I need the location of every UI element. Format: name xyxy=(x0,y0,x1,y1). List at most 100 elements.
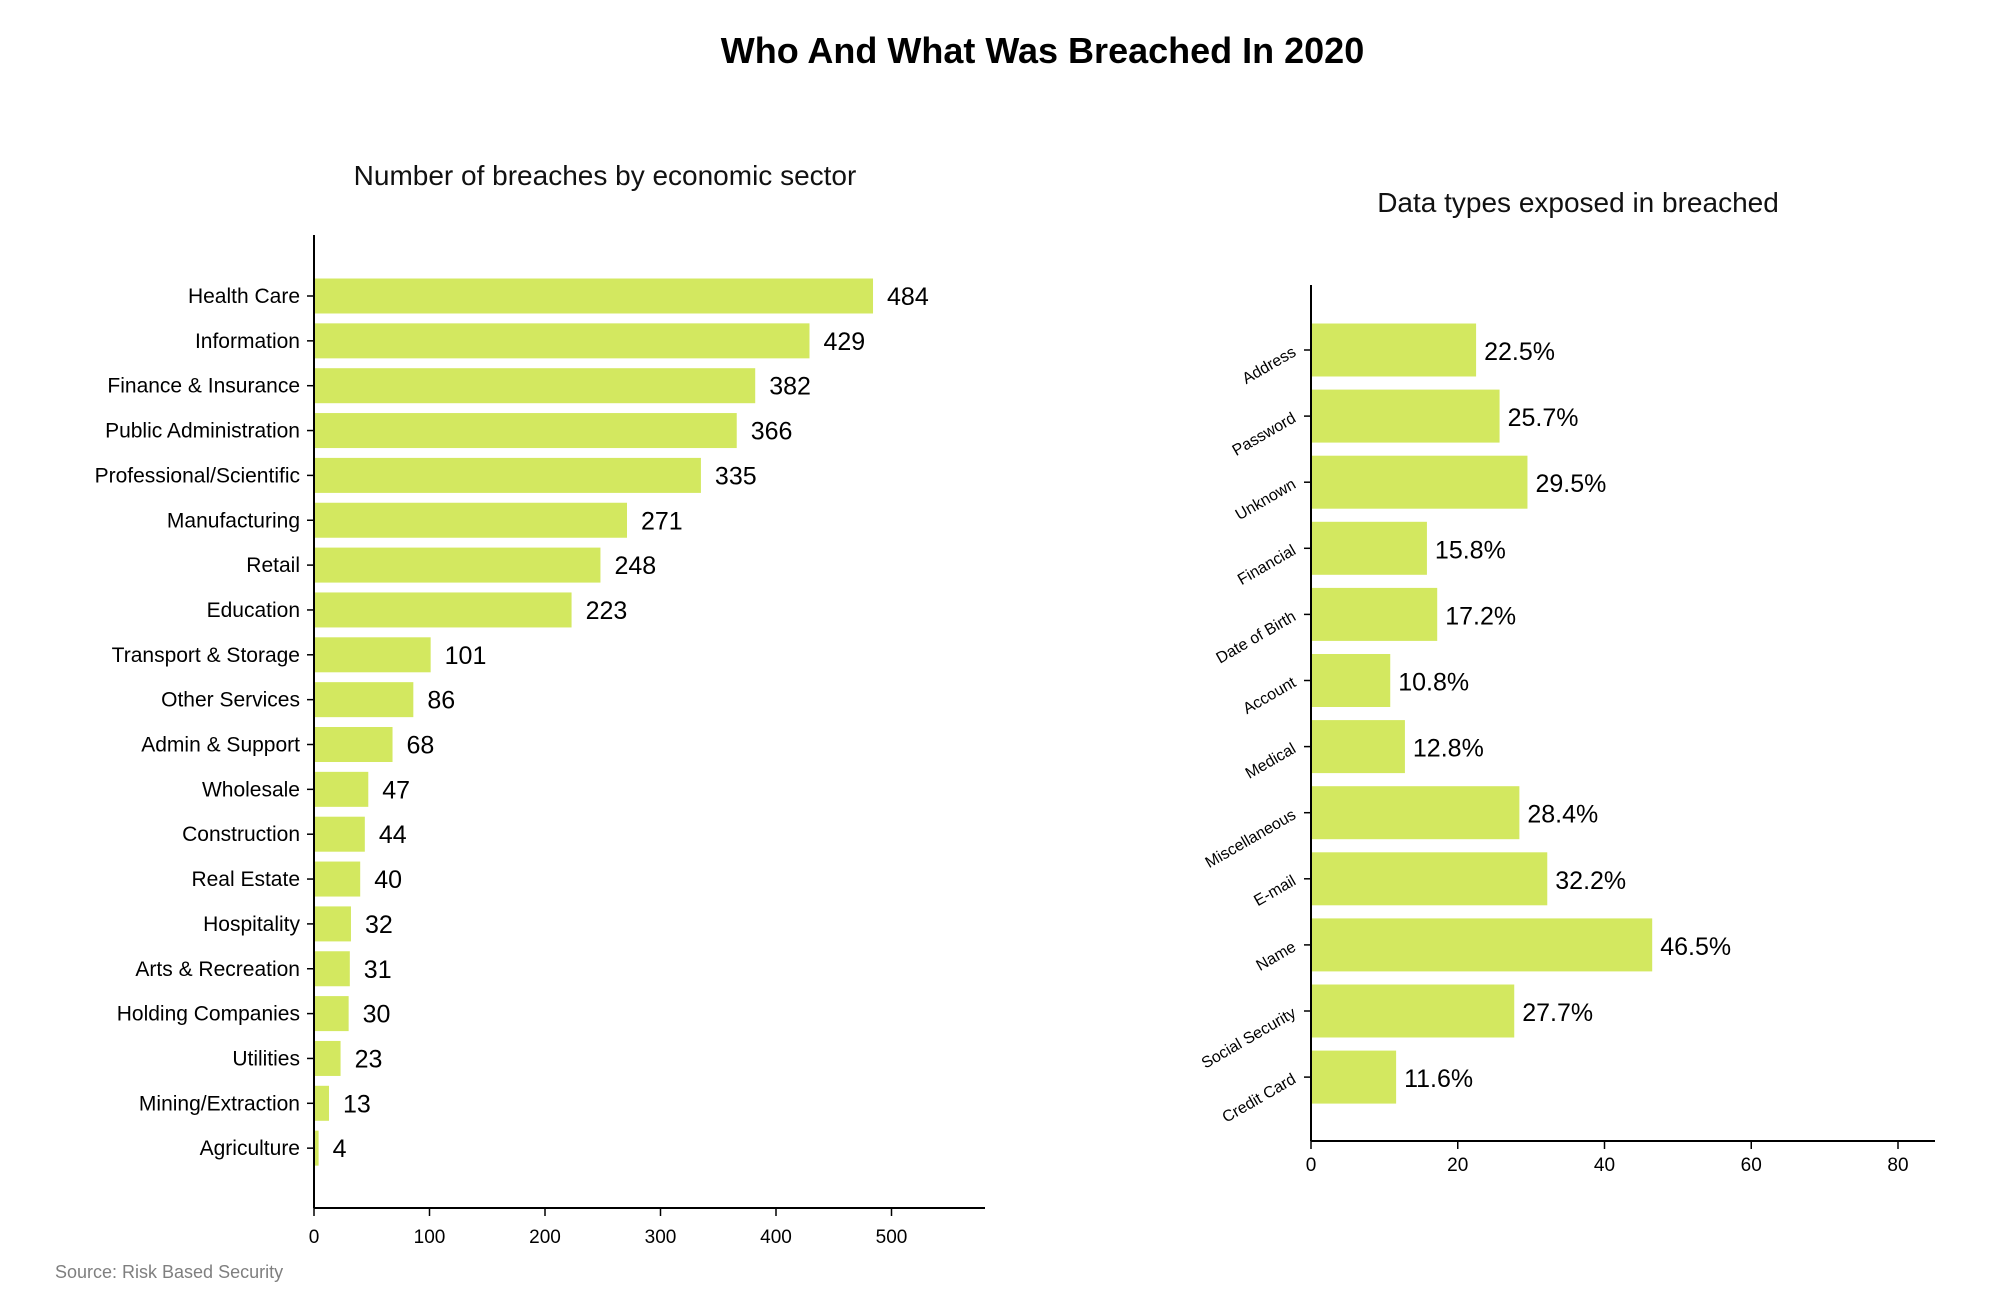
sector-bar xyxy=(314,727,393,762)
sector-bars: Health Care 484 Information 429 Finance & In… xyxy=(95,278,929,1166)
sector-value-label: 271 xyxy=(641,507,683,535)
data-type-x-tick-label: 60 xyxy=(1741,1155,1762,1176)
sector-bar xyxy=(314,861,361,897)
sector-category-label: Other Services xyxy=(161,689,300,712)
sector-x-tick-label: 0 xyxy=(309,1227,320,1248)
data-type-value-label: 28.4% xyxy=(1527,801,1598,829)
sector-chart-title: Number of breaches by economic sector xyxy=(354,160,857,191)
data-type-bar xyxy=(1311,521,1427,575)
main-title: Who And What Was Breached In 2020 xyxy=(720,30,1365,71)
sector-category-label: Mining/Extraction xyxy=(139,1092,300,1115)
data-type-value-label: 29.5% xyxy=(1535,470,1606,498)
data-type-bar xyxy=(1311,918,1653,972)
data-type-x-tick-label: 40 xyxy=(1594,1155,1615,1176)
sector-breaches-chart: Number of breaches by economic sector He… xyxy=(95,160,985,1248)
sector-category-label: Admin & Support xyxy=(141,734,300,757)
sector-category-label: Retail xyxy=(246,554,300,577)
sector-bar xyxy=(314,1040,341,1076)
data-type-bar xyxy=(1311,389,1500,443)
sector-bar xyxy=(314,278,874,314)
data-type-category-label: E-mail xyxy=(1251,873,1299,910)
data-type-value-label: 12.8% xyxy=(1413,735,1484,763)
sector-value-label: 40 xyxy=(374,866,402,894)
sector-bar xyxy=(314,547,601,583)
sector-bar xyxy=(314,323,810,359)
sector-x-tick-label: 100 xyxy=(414,1227,446,1248)
data-type-value-label: 17.2% xyxy=(1445,602,1516,630)
sector-bar xyxy=(314,996,349,1032)
sector-x-tick-label: 500 xyxy=(876,1227,908,1248)
sector-value-label: 4 xyxy=(333,1135,347,1163)
sector-value-label: 429 xyxy=(823,328,865,356)
data-type-value-label: 25.7% xyxy=(1508,404,1579,432)
sector-bar xyxy=(314,368,756,404)
data-type-bar xyxy=(1311,654,1391,707)
sector-value-label: 223 xyxy=(586,597,628,625)
data-type-category-label: Date of Birth xyxy=(1213,608,1299,667)
sector-bar xyxy=(314,502,628,538)
sector-bar xyxy=(314,637,431,673)
data-type-category-label: Address xyxy=(1240,344,1299,388)
data-type-category-label: Miscellaneous xyxy=(1203,806,1299,871)
data-type-category-label: Password xyxy=(1230,410,1299,460)
sector-bar xyxy=(314,1130,319,1166)
source-note: Source: Risk Based Security xyxy=(55,1262,284,1282)
sector-category-label: Utilities xyxy=(232,1047,300,1070)
sector-bar xyxy=(314,592,572,628)
sector-category-label: Finance & Insurance xyxy=(107,375,300,398)
data-types-chart: Data types exposed in breached Address 22… xyxy=(1199,187,1935,1176)
data-type-bar xyxy=(1311,720,1405,774)
sector-value-label: 31 xyxy=(364,956,392,984)
data-type-bar xyxy=(1311,323,1477,377)
sector-value-label: 47 xyxy=(382,776,410,804)
sector-category-label: Holding Companies xyxy=(117,1003,300,1026)
sector-value-label: 13 xyxy=(343,1090,371,1118)
data-types-chart-title: Data types exposed in breached xyxy=(1377,187,1779,218)
sector-value-label: 101 xyxy=(445,642,487,670)
data-type-bar xyxy=(1311,984,1515,1038)
sector-category-label: Arts & Recreation xyxy=(135,958,300,981)
data-type-bar xyxy=(1311,1050,1397,1104)
sector-category-label: Agriculture xyxy=(200,1137,300,1160)
data-type-category-label: Unknown xyxy=(1233,476,1299,524)
sector-value-label: 44 xyxy=(379,821,407,849)
sector-value-label: 366 xyxy=(751,418,793,446)
data-type-value-label: 32.2% xyxy=(1555,867,1626,895)
sector-bar xyxy=(314,413,737,449)
sector-category-label: Public Administration xyxy=(105,420,300,443)
sector-value-label: 382 xyxy=(769,373,811,401)
data-type-category-label: Financial xyxy=(1235,542,1299,589)
sector-axes: 0 100 200 300 400 500 xyxy=(309,235,985,1248)
sector-category-label: Information xyxy=(195,330,300,353)
sector-bar xyxy=(314,906,351,942)
sector-bar xyxy=(314,771,369,807)
data-type-category-label: Name xyxy=(1254,939,1300,975)
data-type-x-tick-label: 0 xyxy=(1306,1155,1317,1176)
sector-bar xyxy=(314,951,350,987)
data-type-x-tick-label: 80 xyxy=(1887,1155,1908,1176)
data-type-category-label: Social Security xyxy=(1199,1005,1299,1073)
data-type-bar xyxy=(1311,852,1548,906)
sector-category-label: Real Estate xyxy=(191,868,300,891)
data-type-value-label: 11.6% xyxy=(1404,1065,1473,1093)
sector-bar xyxy=(314,1085,330,1121)
sector-value-label: 32 xyxy=(365,911,393,939)
data-type-category-label: Credit Card xyxy=(1220,1071,1299,1127)
sector-category-label: Construction xyxy=(182,823,300,846)
sector-x-tick-label: 400 xyxy=(760,1227,792,1248)
data-type-category-label: Medical xyxy=(1243,740,1299,782)
sector-value-label: 86 xyxy=(427,687,455,715)
sector-category-label: Transport & Storage xyxy=(112,644,300,667)
sector-value-label: 248 xyxy=(614,552,656,580)
sector-value-label: 68 xyxy=(407,732,435,760)
sector-value-label: 335 xyxy=(715,462,757,490)
data-type-value-label: 22.5% xyxy=(1484,338,1555,366)
sector-category-label: Professional/Scientific xyxy=(95,464,300,487)
sector-value-label: 23 xyxy=(355,1045,383,1073)
sector-value-label: 484 xyxy=(887,283,929,311)
data-type-axes: 0 20 40 60 80 xyxy=(1306,285,1935,1176)
sector-x-tick-label: 200 xyxy=(529,1227,561,1248)
sector-bar xyxy=(314,457,701,493)
sector-bar xyxy=(314,816,365,852)
